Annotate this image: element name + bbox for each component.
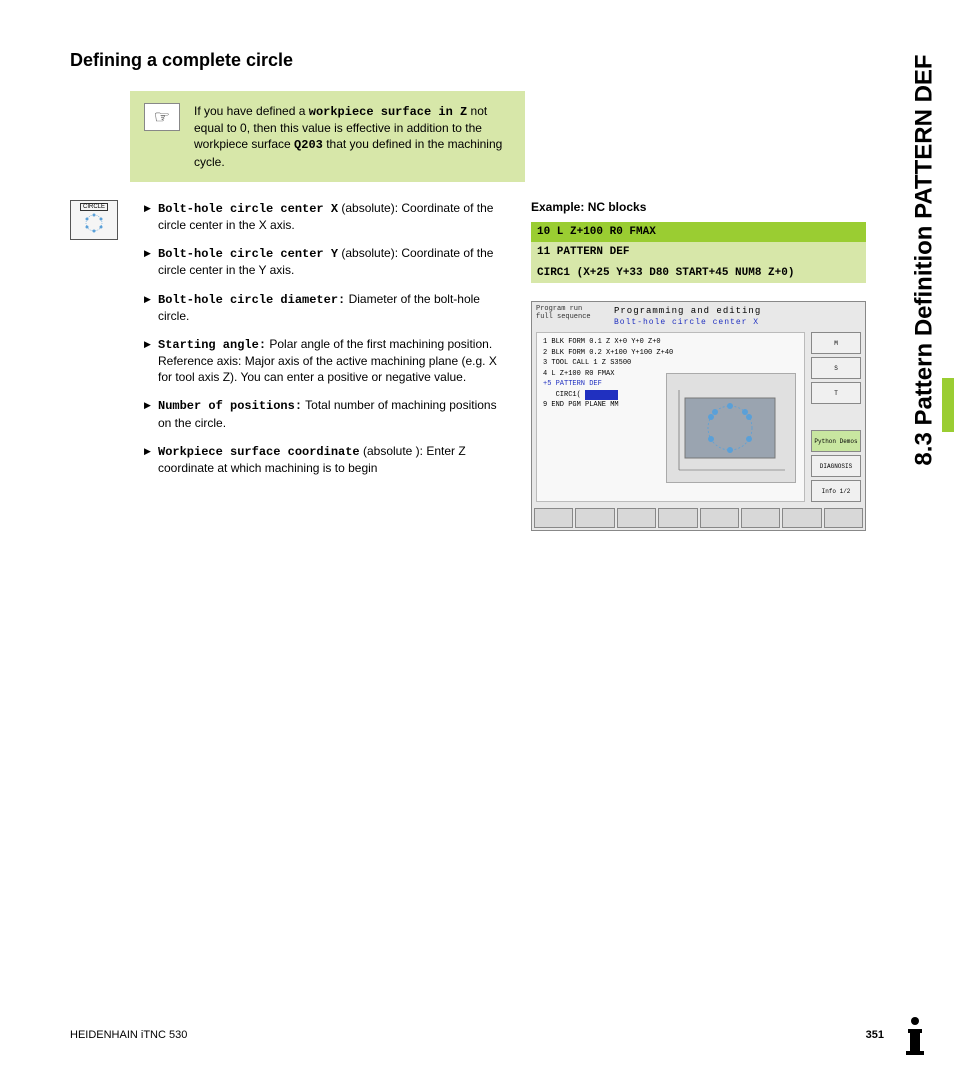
hand-pointer-icon: ☞	[144, 103, 180, 131]
footer-page-number: 351	[866, 1029, 884, 1041]
scr-softkey-row	[532, 506, 865, 530]
param-item: ▶Workpiece surface coordinate (absolute …	[144, 443, 509, 476]
info-icon	[894, 1015, 936, 1057]
scr-program-body: 1 BLK FORM 0.1 Z X+0 Y+0 Z+0 2 BLK FORM …	[536, 332, 805, 502]
scr-btn-m: M	[811, 332, 861, 354]
scr-softkey	[575, 508, 614, 528]
bullet-icon: ▶	[144, 291, 154, 324]
control-screenshot: Program run full sequence Programming an…	[531, 301, 866, 531]
bullet-icon: ▶	[144, 200, 154, 233]
scr-softkey	[534, 508, 573, 528]
code-line: CIRC1 (X+25 Y+33 D80 START+45 NUM8 Z+0)	[531, 263, 866, 284]
note-text: If you have defined a workpiece surface …	[194, 103, 511, 170]
scr-right-buttons: M S T Python Demos DIAGNOSIS Info 1/2	[811, 332, 861, 502]
scr-btn-t: T	[811, 382, 861, 404]
param-item: ▶Number of positions: Total number of ma…	[144, 397, 509, 430]
scr-softkey	[782, 508, 821, 528]
circle-softkey-icon: CIRCLE	[70, 200, 118, 240]
param-item: ▶Bolt-hole circle diameter: Diameter of …	[144, 291, 509, 324]
param-item: ▶Starting angle: Polar angle of the firs…	[144, 336, 509, 386]
side-tab-text: 8.3 Pattern Definition PATTERN DEF	[911, 54, 939, 465]
scr-subtitle: Bolt-hole circle center X	[614, 318, 759, 327]
footer-product: HEIDENHAIN iTNC 530	[70, 1029, 187, 1041]
bullet-icon: ▶	[144, 245, 154, 278]
parameter-list: ▶Bolt-hole circle center X (absolute): C…	[144, 200, 509, 488]
scr-softkey	[824, 508, 863, 528]
scr-btn-python: Python Demos	[811, 430, 861, 452]
bullet-icon: ▶	[144, 397, 154, 430]
scr-title: Programming and editing	[614, 306, 761, 316]
section-heading: Defining a complete circle	[70, 50, 894, 71]
scr-highlighted-field	[585, 390, 618, 401]
scr-softkey	[658, 508, 697, 528]
scr-btn-info: Info 1/2	[811, 480, 861, 502]
code-line: 10 L Z+100 R0 FMAX	[531, 222, 866, 243]
page-footer: HEIDENHAIN iTNC 530 351	[70, 1029, 884, 1041]
scr-btn-diagnosis: DIAGNOSIS	[811, 455, 861, 477]
note-box: ☞ If you have defined a workpiece surfac…	[130, 91, 525, 182]
bullet-icon: ▶	[144, 336, 154, 386]
scr-btn-s: S	[811, 357, 861, 379]
scr-softkey	[700, 508, 739, 528]
nc-code-block: 10 L Z+100 R0 FMAX 11 PATTERN DEF CIRC1 …	[531, 222, 866, 284]
example-column: Example: NC blocks 10 L Z+100 R0 FMAX 11…	[531, 200, 866, 532]
scr-softkey	[741, 508, 780, 528]
param-item: ▶Bolt-hole circle center X (absolute): C…	[144, 200, 509, 233]
side-tab: 8.3 Pattern Definition PATTERN DEF	[904, 40, 946, 480]
scr-graphic-preview	[666, 373, 796, 483]
scr-mode-label: Program run full sequence	[536, 306, 591, 321]
example-title: Example: NC blocks	[531, 200, 866, 214]
param-item: ▶Bolt-hole circle center Y (absolute): C…	[144, 245, 509, 278]
scr-softkey	[617, 508, 656, 528]
bullet-icon: ▶	[144, 443, 154, 476]
code-line: 11 PATTERN DEF	[531, 242, 866, 263]
softkey-rail: CIRCLE	[70, 200, 122, 240]
